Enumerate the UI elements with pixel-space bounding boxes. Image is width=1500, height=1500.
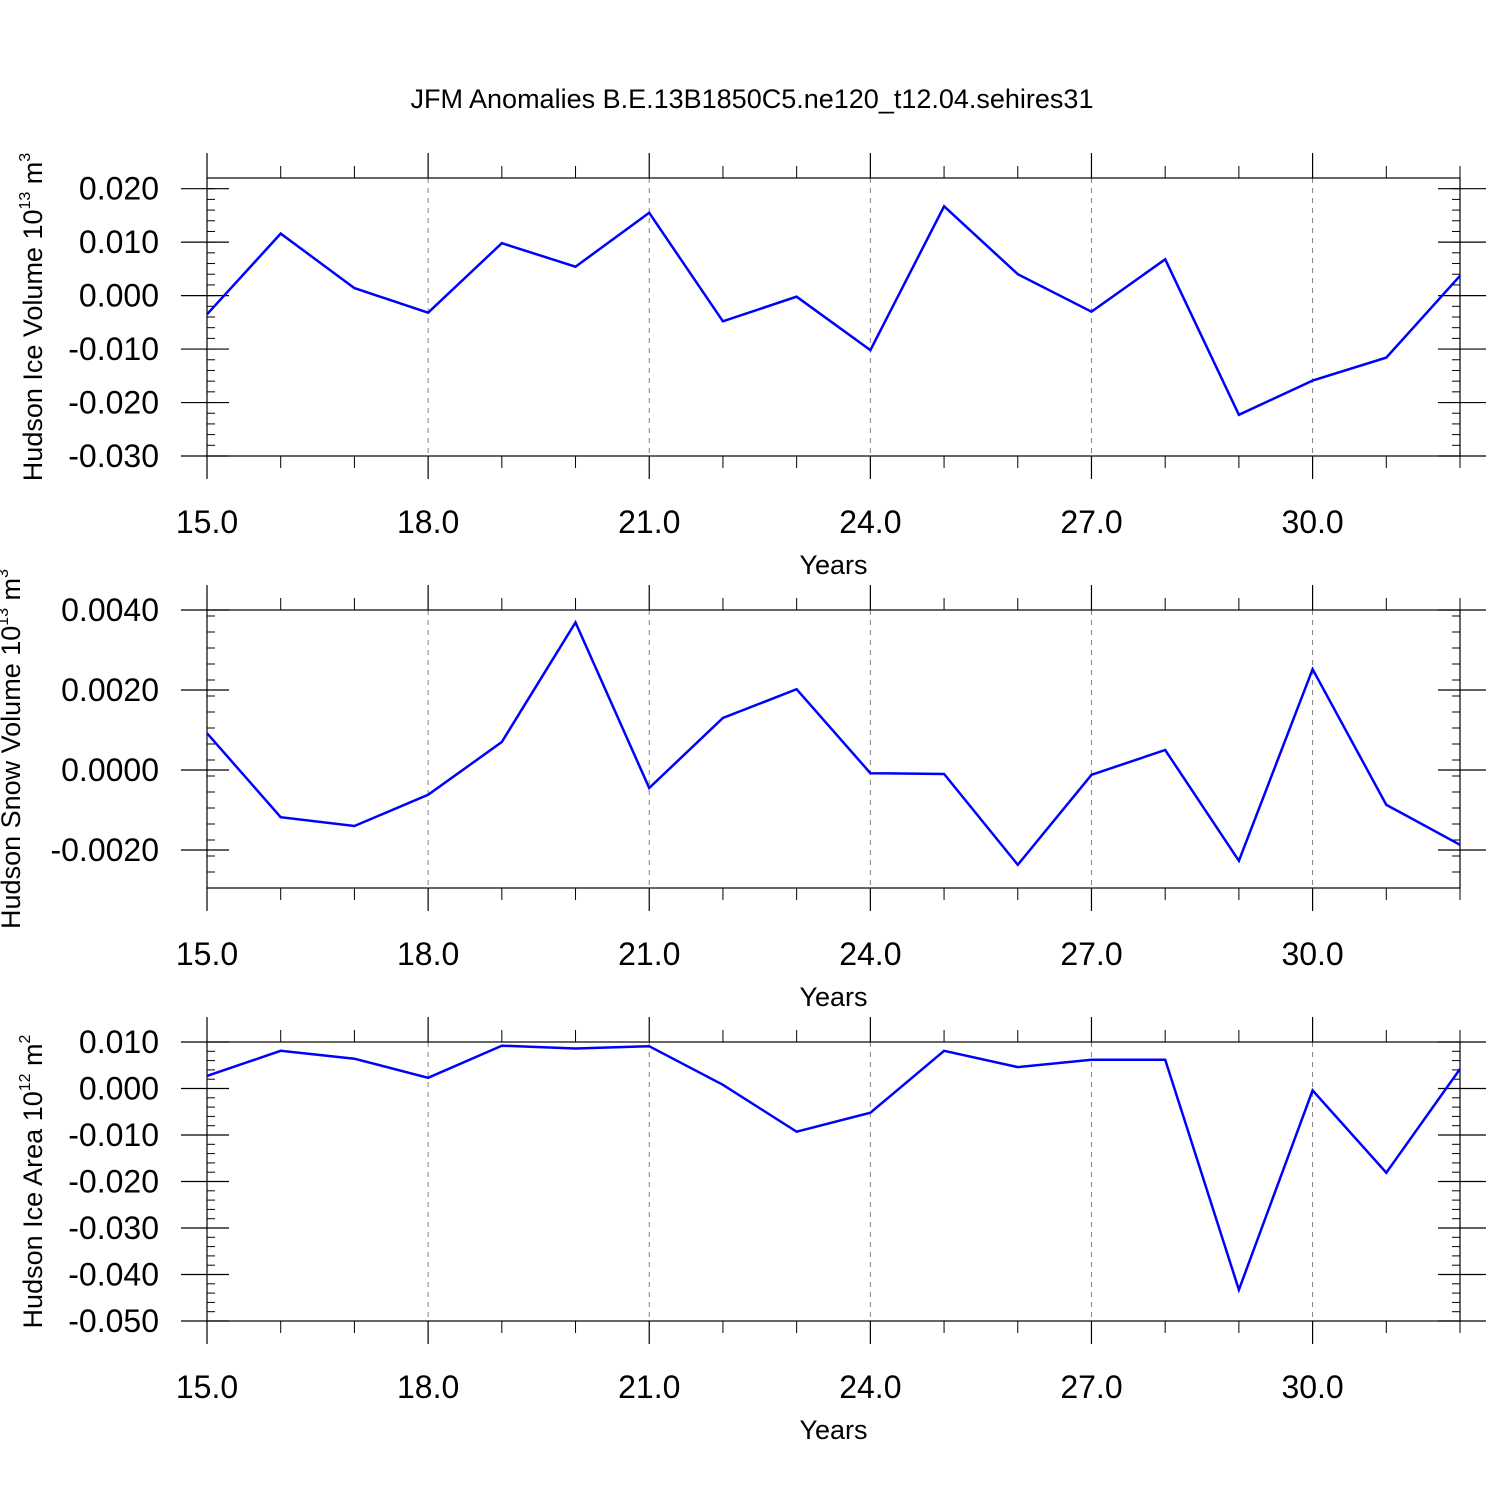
- y-axis-label: Hudson Snow Volume 1013 m3: [0, 569, 26, 929]
- y-axis-label-text: Hudson Ice Area 10: [18, 1091, 48, 1328]
- series-line: [206, 1044, 1462, 1294]
- x-tick-label: 15.0: [176, 1369, 238, 1405]
- x-axis-label: Years: [799, 1415, 867, 1445]
- y-axis-label-text: Hudson Ice Volume 10: [18, 210, 48, 482]
- y-tick-label: -0.010: [68, 1117, 159, 1153]
- y-tick-label: -0.020: [68, 1164, 159, 1200]
- y-axis-label: Hudson Ice Volume 1013 m3: [17, 153, 48, 481]
- y-tick-label: 0.000: [79, 278, 159, 314]
- y-tick-label: 0.020: [79, 171, 159, 207]
- x-tick-label: 15.0: [176, 504, 238, 540]
- y-axis-label-unit-exponent: 2: [17, 1034, 34, 1043]
- y-axis-label-exponent: 13: [0, 608, 12, 626]
- y-axis-label-exponent: 13: [17, 192, 34, 210]
- y-axis-label-unit: m: [18, 162, 48, 192]
- y-tick-label: -0.030: [68, 1210, 159, 1246]
- y-tick-label: 0.0040: [61, 592, 159, 628]
- series-line: [206, 204, 1461, 417]
- y-tick-label: -0.040: [68, 1257, 159, 1293]
- y-axis-label-text: Hudson Snow Volume 10: [0, 626, 26, 929]
- y-axis-label: Hudson Ice Area 1012 m2: [17, 1034, 48, 1328]
- x-tick-label: 24.0: [839, 1369, 901, 1405]
- x-tick-label: 30.0: [1281, 504, 1343, 540]
- y-tick-label: -0.050: [68, 1303, 159, 1339]
- x-tick-label: 30.0: [1281, 936, 1343, 972]
- y-tick-label: -0.030: [68, 438, 159, 474]
- x-tick-label: 30.0: [1281, 1369, 1343, 1405]
- plot-frame: [206, 609, 1461, 889]
- y-tick-label: 0.0020: [61, 672, 159, 708]
- y-axis-label-unit: m: [0, 578, 26, 608]
- panel-2: 15.0 18.0 21.0 24.0 27.0 30.0 Years 0.0040 0.002…: [0, 569, 1486, 1012]
- y-axis-label-unit: m: [18, 1043, 48, 1073]
- y-tick-label: -0.010: [68, 331, 159, 367]
- x-axis-label: Years: [799, 982, 867, 1012]
- x-tick-label: 21.0: [618, 936, 680, 972]
- y-axis-label-unit-exponent: 3: [0, 569, 12, 578]
- x-tick-label: 27.0: [1060, 504, 1122, 540]
- panel-1: 15.0 18.0 21.0 24.0 27.0 30.0 Years 0.020 0.010 0…: [17, 153, 1486, 580]
- y-axis-label-unit-exponent: 3: [17, 153, 34, 162]
- x-tick-label: 24.0: [839, 504, 901, 540]
- y-tick-label: -0.020: [68, 385, 159, 421]
- x-tick-label: 27.0: [1060, 1369, 1122, 1405]
- series-line: [206, 619, 1461, 867]
- y-tick-label: 0.010: [79, 1024, 159, 1060]
- x-axis-label: Years: [799, 550, 867, 580]
- y-tick-label: -0.0020: [50, 832, 159, 868]
- x-tick-label: 21.0: [618, 1369, 680, 1405]
- y-axis-label-exponent: 12: [17, 1073, 34, 1091]
- x-tick-label: 21.0: [618, 504, 680, 540]
- y-tick-label: 0.010: [79, 224, 159, 260]
- y-tick-label: 0.0000: [61, 752, 159, 788]
- plot-frame: [206, 177, 1461, 457]
- figure-title: JFM Anomalies B.E.13B1850C5.ne120_t12.04…: [411, 84, 1094, 114]
- y-tick-label: 0.000: [79, 1071, 159, 1107]
- x-tick-label: 15.0: [176, 936, 238, 972]
- panel-3: 15.0 18.0 21.0 24.0 27.0 30.0 Years 0.010 0.000 -…: [17, 1017, 1486, 1445]
- x-tick-label: 18.0: [397, 504, 459, 540]
- x-tick-label: 18.0: [397, 936, 459, 972]
- x-tick-label: 27.0: [1060, 936, 1122, 972]
- plot-frame: [206, 1041, 1461, 1322]
- x-tick-label: 24.0: [839, 936, 901, 972]
- x-tick-label: 18.0: [397, 1369, 459, 1405]
